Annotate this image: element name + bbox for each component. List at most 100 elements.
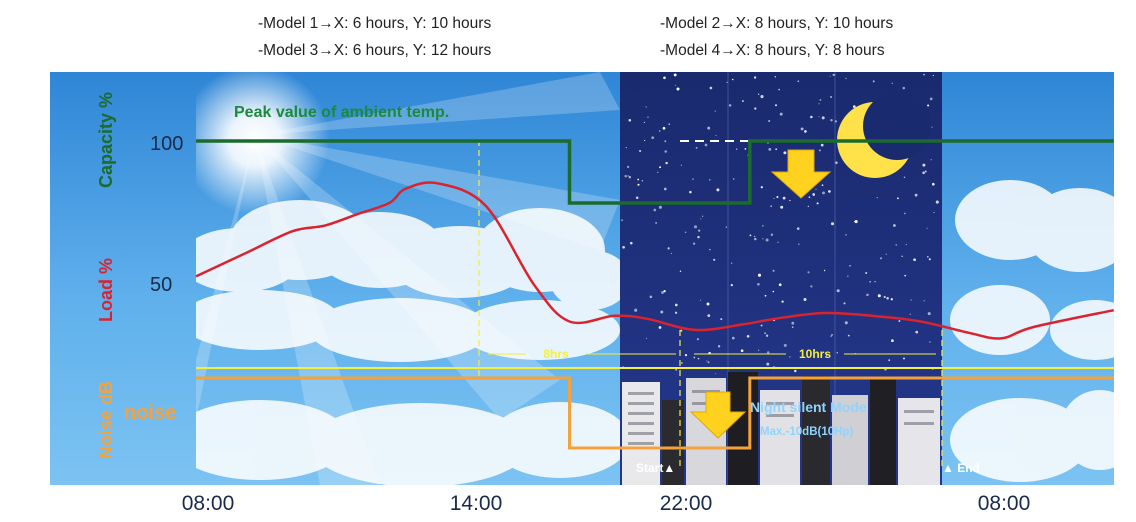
star (819, 98, 822, 101)
star (635, 196, 639, 199)
star (658, 326, 662, 329)
star (639, 149, 642, 153)
star (828, 190, 831, 193)
star (831, 334, 833, 336)
star (904, 274, 907, 277)
star (695, 146, 698, 149)
star (684, 231, 687, 234)
star (826, 355, 828, 357)
star (697, 357, 700, 360)
star (807, 205, 809, 207)
y-tick-label-50: 50 (150, 274, 172, 296)
star (780, 205, 784, 209)
star (820, 143, 824, 147)
star (774, 76, 776, 78)
star (772, 290, 775, 293)
series-capacity-line (196, 139, 1114, 205)
star (746, 335, 750, 338)
peak-annotation: Peak value of ambient temp. (234, 104, 449, 121)
star (766, 351, 770, 354)
star (744, 148, 747, 150)
star (764, 332, 767, 335)
star (709, 86, 713, 90)
star (844, 321, 848, 325)
star (726, 81, 728, 83)
star (663, 290, 666, 293)
star (929, 341, 931, 343)
star (741, 100, 744, 103)
star (731, 78, 734, 81)
star (818, 103, 820, 105)
start-label: Start▲ (636, 461, 675, 475)
star (922, 171, 925, 175)
star (877, 294, 881, 298)
star (854, 220, 858, 224)
star (883, 295, 886, 299)
star (891, 339, 894, 343)
star (929, 97, 933, 101)
star (777, 241, 779, 243)
star (664, 150, 667, 153)
star (843, 302, 846, 305)
star (733, 178, 735, 180)
star (821, 116, 825, 120)
star (783, 151, 787, 155)
star (885, 253, 887, 255)
star (766, 362, 770, 366)
model-note-4: -Model 4→X: 8 hours, Y: 8 hours (660, 42, 885, 59)
star (689, 190, 692, 194)
star (621, 219, 623, 222)
star (810, 115, 813, 119)
star (783, 343, 787, 347)
star (675, 368, 678, 371)
star (645, 106, 647, 108)
star (716, 188, 720, 192)
y-axis-label-noise: Noise dB (96, 381, 116, 459)
star (807, 271, 810, 274)
star (707, 314, 711, 317)
star (628, 119, 632, 122)
star (730, 283, 733, 287)
star (630, 241, 633, 245)
star (812, 193, 816, 196)
star (708, 178, 711, 181)
star (933, 212, 935, 214)
star (670, 252, 673, 255)
star (852, 105, 856, 108)
star (836, 289, 840, 293)
star (905, 243, 907, 246)
star (709, 248, 711, 251)
star (928, 258, 931, 261)
star (660, 310, 664, 314)
star (888, 359, 891, 362)
star (753, 235, 756, 238)
star (810, 285, 813, 288)
star (935, 200, 939, 204)
star (754, 237, 757, 241)
star (779, 112, 783, 116)
star (832, 73, 835, 76)
star (622, 245, 625, 249)
star (754, 107, 757, 110)
star (658, 130, 661, 132)
star (772, 269, 775, 272)
x-tick-label-0800: 08:00 (182, 492, 235, 515)
star (778, 88, 780, 91)
star (830, 335, 832, 337)
star (627, 175, 629, 177)
star (757, 349, 760, 351)
star (890, 298, 893, 301)
arrow-down-icon (770, 149, 832, 199)
star (731, 336, 735, 340)
star (836, 352, 838, 354)
star (816, 202, 819, 205)
star (808, 196, 811, 199)
star (714, 110, 716, 112)
star (700, 218, 702, 220)
star (675, 84, 677, 86)
star (926, 227, 928, 229)
star (913, 258, 916, 262)
model-note-2: -Model 2→X: 8 hours, Y: 10 hours (660, 15, 893, 32)
star (893, 224, 896, 227)
star (876, 197, 878, 199)
